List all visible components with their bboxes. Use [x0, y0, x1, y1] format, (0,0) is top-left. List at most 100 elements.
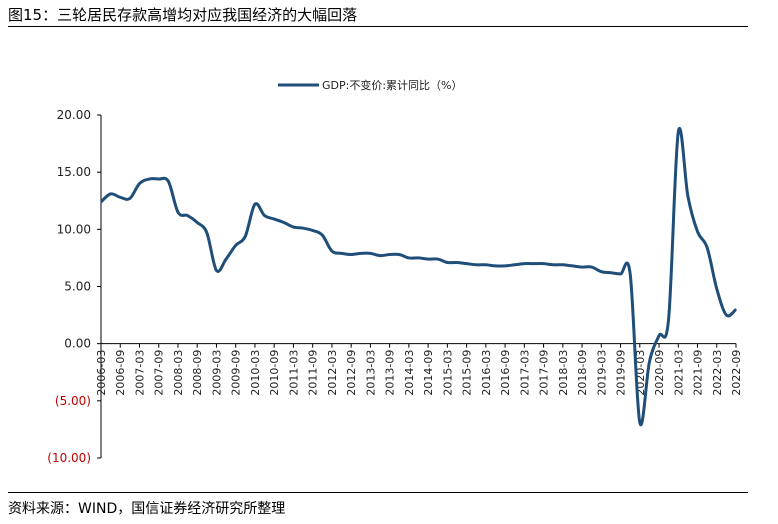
- data-point: [389, 253, 391, 256]
- x-tick-label: 2021-03: [672, 350, 685, 396]
- x-tick-label: 2007-03: [133, 350, 146, 396]
- x-tick-label: 2014-03: [403, 350, 416, 396]
- y-tick-label: 0.00: [64, 337, 91, 351]
- data-point: [437, 258, 439, 260]
- data-point: [408, 257, 410, 259]
- data-point: [494, 265, 497, 267]
- data-point: [321, 234, 323, 236]
- data-point: [225, 258, 227, 260]
- data-point: [129, 197, 131, 200]
- data-point: [273, 218, 275, 220]
- x-tick-label: 2016-09: [499, 350, 512, 396]
- data-point: [312, 229, 314, 232]
- data-point: [600, 271, 602, 273]
- data-point: [648, 361, 651, 363]
- data-point: [696, 231, 699, 233]
- x-tick-label: 2010-03: [249, 350, 262, 396]
- legend: GDP:不变价:累计同比（%）: [278, 78, 463, 92]
- data-point: [167, 180, 169, 182]
- y-axis: 20.00 15.00 10.00 5.00 0.00 (5.00) (10.00): [47, 108, 102, 465]
- data-point: [254, 203, 256, 205]
- data-point: [398, 253, 400, 256]
- data-point: [629, 273, 631, 275]
- data-point: [427, 258, 429, 260]
- x-tick-label: 2012-09: [345, 350, 358, 396]
- data-point: [235, 244, 237, 246]
- data-point: [735, 308, 737, 310]
- data-point: [475, 264, 477, 266]
- title-divider: [8, 26, 748, 27]
- y-tick-label: 5.00: [64, 280, 91, 294]
- x-tick-label: 2011-03: [287, 350, 300, 396]
- data-point: [446, 261, 448, 264]
- data-point: [110, 193, 112, 195]
- source-note: 资料来源：WIND，国信证券经济研究所整理: [8, 501, 286, 517]
- x-tick-label: 2009-09: [230, 350, 243, 396]
- data-point: [340, 252, 343, 254]
- y-tick-label: 10.00: [57, 222, 91, 236]
- data-point: [331, 250, 333, 252]
- x-tick-label: 2010-09: [268, 350, 281, 396]
- x-tick-label: 2009-03: [210, 350, 223, 396]
- x-tick-label: 2008-09: [191, 350, 204, 396]
- x-tick-label: 2018-09: [576, 350, 589, 396]
- y-tick-label: (5.00): [55, 394, 91, 408]
- x-tick-label: 2006-03: [95, 350, 108, 396]
- data-point: [186, 215, 189, 217]
- x-tick-label: 2017-09: [538, 350, 551, 396]
- data-point: [263, 215, 266, 217]
- data-point: [706, 247, 708, 249]
- data-point: [504, 265, 506, 267]
- x-tick-label: 2008-03: [172, 350, 185, 396]
- footer-divider: [8, 492, 748, 493]
- data-point: [542, 263, 545, 265]
- data-point: [514, 264, 516, 266]
- data-point: [658, 335, 660, 337]
- x-tick-label: 2022-03: [711, 350, 724, 396]
- data-point: [619, 273, 622, 275]
- x-tick-label: 2013-09: [384, 350, 397, 396]
- x-tick-label: 2006-09: [114, 350, 127, 396]
- data-point: [283, 221, 285, 224]
- data-point: [206, 232, 208, 234]
- series-gdp: [99, 127, 737, 427]
- data-point: [552, 264, 554, 266]
- x-tick-label: 2007-09: [153, 350, 166, 396]
- data-point: [571, 265, 574, 267]
- x-tick-label: 2014-09: [422, 350, 435, 396]
- data-point: [687, 195, 689, 197]
- x-tick-label: 2018-03: [557, 350, 570, 396]
- data-point: [533, 263, 535, 265]
- data-point: [244, 235, 246, 237]
- data-point: [369, 252, 371, 254]
- x-tick-label: 2019-03: [595, 350, 608, 396]
- data-point: [523, 263, 525, 265]
- data-point: [668, 317, 670, 320]
- data-point: [639, 421, 641, 424]
- data-point: [379, 255, 381, 257]
- x-tick-label: 2022-09: [730, 350, 743, 396]
- data-point: [485, 264, 487, 266]
- x-tick-label: 2021-09: [692, 350, 705, 396]
- y-tick-label: 15.00: [57, 165, 91, 179]
- x-tick-label: 2012-03: [326, 350, 339, 396]
- data-point: [148, 178, 150, 180]
- data-point: [716, 288, 718, 290]
- data-point: [725, 314, 727, 316]
- data-point: [417, 257, 420, 259]
- data-point: [360, 252, 362, 254]
- data-point: [177, 211, 179, 213]
- data-point: [677, 131, 679, 133]
- data-point: [292, 226, 295, 228]
- data-point: [350, 253, 352, 256]
- data-point: [466, 263, 468, 265]
- x-tick-label: 2013-03: [364, 350, 377, 396]
- x-tick-label: 2015-09: [461, 350, 474, 396]
- chart-title: 图15：三轮居民存款高增均对应我国经济的大幅回落: [8, 6, 358, 24]
- x-tick-label: 2020-09: [653, 350, 666, 396]
- data-point: [158, 178, 160, 180]
- x-tick-label: 2015-03: [441, 350, 454, 396]
- data-point: [196, 221, 198, 224]
- data-point: [138, 183, 141, 185]
